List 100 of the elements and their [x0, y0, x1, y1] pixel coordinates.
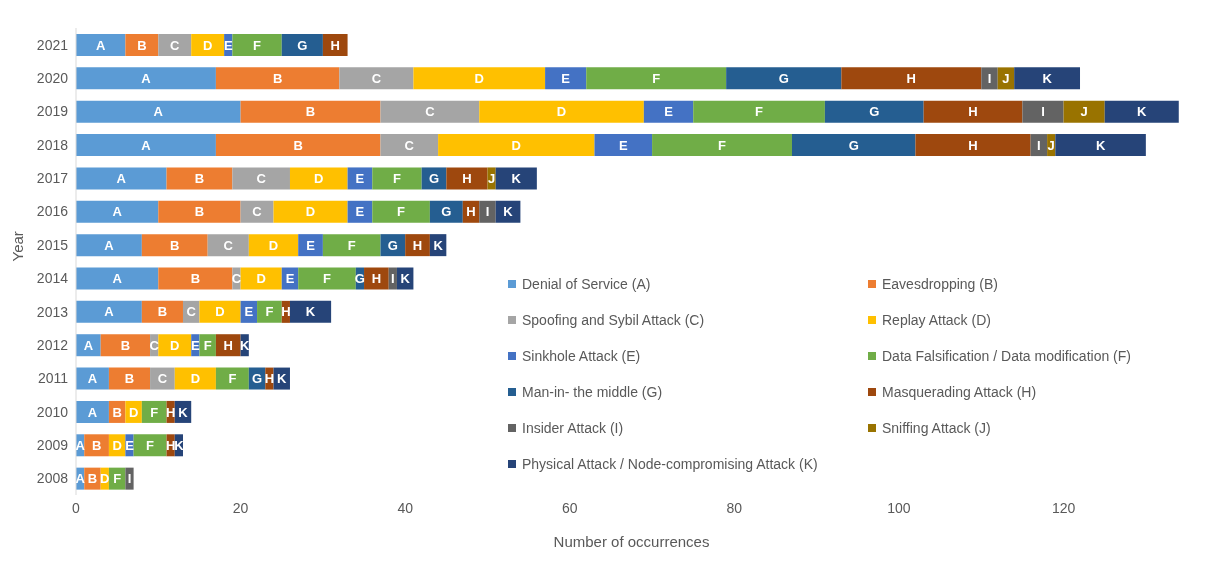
data-label: A: [141, 70, 152, 86]
bar: [76, 267, 159, 290]
bar: [199, 300, 241, 323]
data-label: D: [215, 304, 225, 320]
bar: [339, 67, 414, 90]
legend-label: Sinkhole Attack (E): [522, 348, 641, 364]
data-label: B: [194, 204, 205, 220]
data-label: J: [487, 171, 496, 187]
bar: [981, 67, 998, 90]
bar: [446, 167, 488, 190]
bar: [158, 334, 192, 357]
y-tick-label: 2010: [36, 403, 69, 420]
bar: [1022, 100, 1064, 123]
data-label: A: [104, 304, 115, 320]
data-label: F: [323, 271, 332, 287]
data-label: J: [1047, 137, 1055, 153]
bar: [586, 67, 727, 90]
data-label: K: [178, 404, 189, 420]
data-label: F: [150, 404, 159, 420]
data-label: C: [231, 271, 242, 287]
data-label: G: [387, 237, 398, 253]
legend-label: Data Falsification / Data modification (F): [882, 348, 1131, 364]
data-label: H: [462, 171, 472, 187]
data-label: C: [256, 171, 267, 187]
bar: [923, 100, 1023, 123]
x-tick-label: 20: [232, 499, 249, 516]
data-label: F: [228, 371, 237, 387]
data-label: B: [124, 371, 135, 387]
data-label: A: [95, 37, 106, 53]
data-label: D: [474, 70, 484, 86]
data-label: E: [125, 437, 135, 453]
bar: [158, 34, 192, 56]
y-tick-label: 2020: [36, 70, 69, 87]
data-label: K: [277, 371, 288, 387]
data-label: F: [397, 204, 406, 220]
data-label: F: [755, 104, 764, 120]
data-label: H: [466, 204, 476, 220]
data-label: K: [305, 304, 316, 320]
bar: [141, 400, 167, 423]
bar: [76, 67, 216, 90]
bar: [232, 167, 290, 190]
bar: [248, 234, 299, 257]
legend-label: Insider Attack (I): [522, 420, 624, 436]
bar: [76, 100, 241, 123]
data-label: H: [281, 304, 291, 320]
legend-label: Spoofing and Sybil Attack (C): [522, 312, 705, 328]
data-label: C: [223, 237, 234, 253]
bar: [125, 467, 134, 490]
y-tick-label: 2013: [36, 303, 69, 320]
bar: [1063, 100, 1105, 123]
data-label: B: [170, 237, 180, 253]
data-label: F: [146, 437, 155, 453]
data-label: H: [264, 371, 275, 387]
data-label: G: [297, 37, 308, 53]
bar: [594, 134, 653, 157]
bar: [289, 300, 332, 323]
y-tick-label: 2009: [36, 436, 69, 453]
data-label: G: [354, 271, 365, 287]
bar: [76, 400, 109, 423]
data-label: I: [391, 271, 395, 287]
y-tick-label: 2014: [36, 270, 69, 287]
bar: [76, 134, 216, 157]
data-label: K: [511, 171, 522, 187]
legend-label: Eavesdropping (B): [882, 276, 998, 292]
data-label: K: [240, 337, 251, 353]
bar: [545, 67, 587, 90]
bar: [141, 234, 208, 257]
data-label: E: [190, 337, 200, 353]
bar: [199, 334, 216, 357]
data-label: H: [906, 70, 916, 86]
data-label: D: [314, 171, 324, 187]
data-label: A: [141, 137, 152, 153]
data-label: A: [153, 104, 164, 120]
data-label: E: [618, 137, 628, 153]
x-axis-title: Number of occurrences: [553, 533, 710, 550]
bar: [1014, 67, 1081, 90]
data-label: F: [347, 237, 356, 253]
data-label: H: [223, 337, 233, 353]
data-label: A: [104, 237, 115, 253]
bar: [791, 134, 916, 157]
data-label: B: [112, 404, 122, 420]
bar: [298, 267, 356, 290]
x-tick-label: 80: [726, 499, 743, 516]
data-label: B: [91, 437, 102, 453]
data-label: A: [87, 371, 98, 387]
bar: [240, 200, 274, 223]
data-label: K: [433, 237, 444, 253]
data-label: I: [127, 471, 132, 487]
data-label: B: [157, 304, 168, 320]
bar: [76, 367, 109, 390]
y-tick-label: 2017: [36, 170, 69, 187]
y-axis-title: Year: [9, 231, 27, 262]
bar: [1030, 134, 1048, 157]
data-label: D: [305, 204, 316, 220]
bar: [726, 67, 842, 90]
x-tick-label: 120: [1051, 499, 1076, 516]
data-label: D: [128, 404, 139, 420]
data-label: D: [268, 237, 279, 253]
x-tick-label: 0: [72, 499, 81, 516]
bar: [174, 367, 216, 390]
